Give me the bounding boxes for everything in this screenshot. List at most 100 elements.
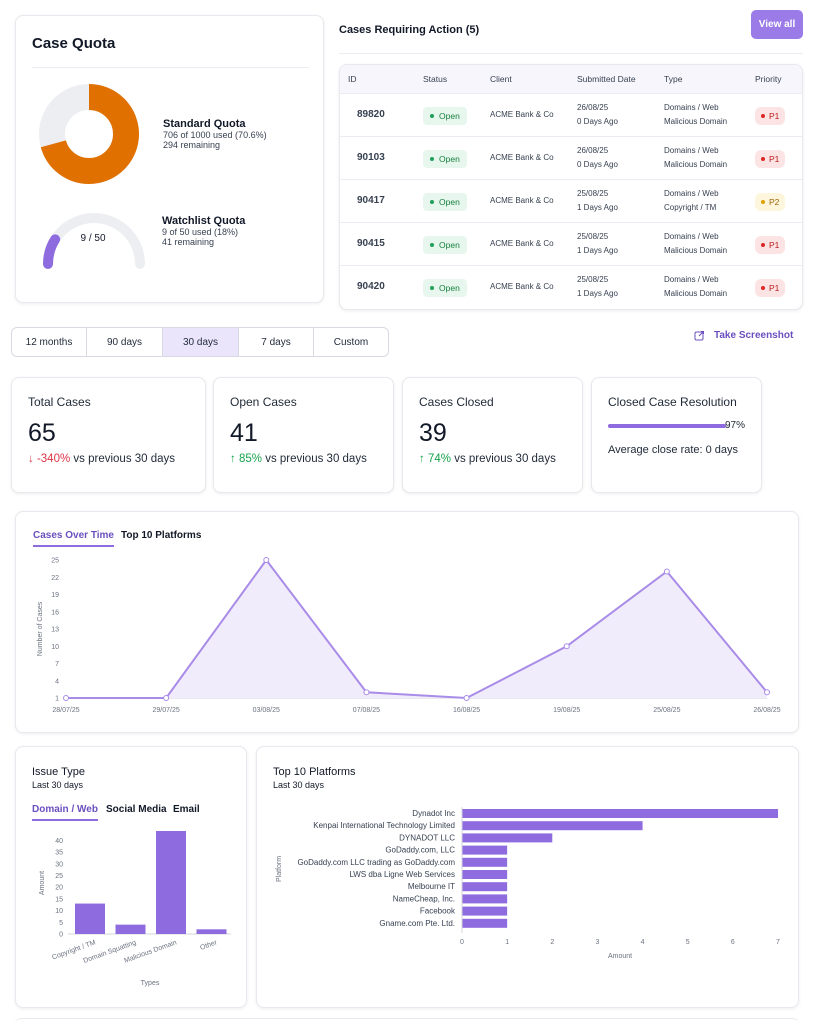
tab-email[interactable]: Email [173,804,200,815]
bar [462,918,508,928]
days-ago: 0 Days Ago [577,117,618,126]
case-id-link[interactable]: 89820 [357,109,385,120]
stat-suffix: vs previous 30 days [265,453,367,465]
case-id-link[interactable]: 90417 [357,195,385,206]
submitted-date: 26/08/25 [577,103,609,112]
table-row[interactable]: 89820 Open ACME Bank & Co 26/08/25 0 Days… [340,93,802,136]
bar [115,924,146,934]
platform-label: Dynadot Inc [412,809,455,818]
y-tick-label: 30 [55,861,63,868]
type-category: Domains / Web [664,275,719,284]
watchlist-quota-title: Watchlist Quota [162,215,246,227]
x-tick-label: 16/08/25 [453,707,480,714]
priority-badge: P1 [755,150,786,168]
standard-quota-title: Standard Quota [163,118,246,130]
issue-type-subtitle: Last 30 days [32,780,84,790]
top-platforms-card: Top 10 Platforms Last 30 days Dynadot In… [256,746,799,1008]
range-custom[interactable]: Custom [313,327,389,357]
y-tick-label: 25 [55,873,63,880]
y-tick-label: 10 [51,644,59,651]
x-tick-label: Other [199,939,218,952]
case-id-link[interactable]: 90103 [357,152,385,163]
status-badge: Open [423,150,467,168]
table-row[interactable]: 90417 Open ACME Bank & Co 25/08/25 1 Days… [340,179,802,222]
x-tick-label: 1 [505,939,509,946]
range-30-days[interactable]: 30 days [162,327,239,357]
cases-action-title: Cases Requiring Action (5) [339,24,480,36]
tab-social-media[interactable]: Social Media [106,804,167,815]
stat-suffix: vs previous 30 days [73,453,176,465]
status-cell: Open [423,193,467,211]
type-cell: Domains / Web Copyright / TM [664,187,719,215]
status-badge: Open [423,236,467,254]
days-ago: 0 Days Ago [577,160,618,169]
client-cell: ACME Bank & Co [490,153,554,162]
type-cell: Domains / Web Malicious Domain [664,144,727,172]
tab-cases-over-time[interactable]: Cases Over Time [33,530,114,547]
days-ago: 1 Days Ago [577,246,618,255]
priority-cell: P1 [755,236,786,254]
submitted-date: 25/08/25 [577,275,609,284]
tab-domain-web[interactable]: Domain / Web [32,804,98,821]
range-12-months[interactable]: 12 months [11,327,87,357]
stat-delta-row: ↑ 74% vs previous 30 days [419,453,556,465]
stat-label: Closed Case Resolution [608,395,737,409]
data-point [463,695,470,701]
y-tick-label: 19 [51,592,59,599]
x-axis-label: Amount [608,953,632,960]
stat-suffix: vs previous 30 days [454,453,556,465]
days-ago: 1 Days Ago [577,203,618,212]
y-tick-label: 13 [51,627,59,634]
client-cell: ACME Bank & Co [490,282,554,291]
top-platforms-subtitle: Last 30 days [273,780,325,790]
take-screenshot-button[interactable]: Take Screenshot [694,330,793,341]
col-header-id: ID [348,74,357,84]
priority-cell: P1 [755,279,786,297]
y-axis-label: Platform [276,856,283,882]
x-tick-label: 7 [776,939,780,946]
gauge-fill [43,234,61,269]
view-all-button[interactable]: View all [751,10,803,39]
case-quota-card: Case Quota Standard Quota 706 of 1000 us… [15,15,324,303]
y-tick-label: 16 [51,609,59,616]
priority-cell: P1 [755,107,786,125]
data-point [263,557,270,563]
stat-delta: 74% [427,453,451,465]
type-category: Domains / Web [664,103,719,112]
watchlist-center-label: 9 / 50 [80,233,106,244]
standard-quota-info: Standard Quota 706 of 1000 used (70.6%) … [163,118,267,150]
stat-card-resolution: Closed Case Resolution 97% Average close… [591,377,762,493]
x-tick-label: 03/08/25 [253,707,280,714]
case-id-link[interactable]: 90415 [357,238,385,249]
priority-badge: P2 [755,193,786,211]
date-cell: 26/08/25 0 Days Ago [577,101,618,129]
bar [156,831,186,934]
bar [462,894,508,904]
resolution-progress-fill [608,424,727,428]
date-cell: 25/08/25 1 Days Ago [577,187,618,215]
y-tick-label: 25 [51,558,59,565]
cases-table: ID Status Client Submitted Date Type Pri… [339,64,803,310]
stat-label: Total Cases [28,395,91,409]
range-7-days[interactable]: 7 days [238,327,314,357]
type-category: Domains / Web [664,189,719,198]
status-badge: Open [423,279,467,297]
case-id-link[interactable]: 90420 [357,281,385,292]
x-tick-label: 07/08/25 [353,707,380,714]
table-row[interactable]: 90415 Open ACME Bank & Co 25/08/25 1 Days… [340,222,802,265]
data-point [764,689,770,696]
arrow-up-icon: ↑ [230,453,236,465]
stat-label: Cases Closed [419,395,494,409]
type-subcategory: Malicious Domain [664,246,728,255]
table-row[interactable]: 90420 Open ACME Bank & Co 25/08/25 1 Days… [340,265,802,308]
platform-label: Facebook [420,907,456,916]
status-cell: Open [423,150,467,168]
x-tick-label: 29/07/25 [153,707,180,714]
data-point [163,695,170,701]
table-row[interactable]: 90103 Open ACME Bank & Co 26/08/25 0 Days… [340,136,802,179]
y-tick-label: 4 [55,678,59,685]
bar [462,870,508,879]
range-90-days[interactable]: 90 days [86,327,163,357]
tab-top-10-platforms[interactable]: Top 10 Platforms [121,530,202,541]
